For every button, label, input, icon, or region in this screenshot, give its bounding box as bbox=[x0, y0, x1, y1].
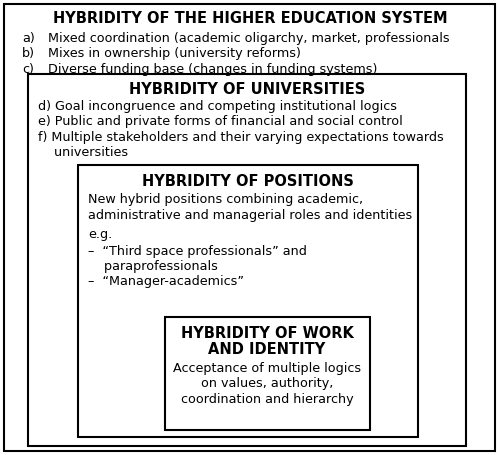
Text: a): a) bbox=[22, 32, 35, 45]
Bar bbox=[78, 165, 418, 437]
Text: e.g.: e.g. bbox=[88, 228, 112, 241]
Text: –  “Manager-academics”: – “Manager-academics” bbox=[88, 275, 244, 288]
Text: paraprofessionals: paraprofessionals bbox=[88, 260, 218, 273]
Text: c): c) bbox=[22, 63, 34, 76]
Text: e) Public and private forms of financial and social control: e) Public and private forms of financial… bbox=[38, 116, 403, 128]
Text: Acceptance of multiple logics: Acceptance of multiple logics bbox=[173, 362, 361, 375]
Text: b): b) bbox=[22, 47, 35, 61]
Text: Mixes in ownership (university reforms): Mixes in ownership (university reforms) bbox=[48, 47, 301, 61]
Text: New hybrid positions combining academic,: New hybrid positions combining academic, bbox=[88, 193, 363, 206]
Text: f) Multiple stakeholders and their varying expectations towards
    universities: f) Multiple stakeholders and their varyi… bbox=[38, 131, 444, 159]
Text: Diverse funding base (changes in funding systems): Diverse funding base (changes in funding… bbox=[48, 63, 378, 76]
Text: AND IDENTITY: AND IDENTITY bbox=[208, 342, 326, 357]
Bar bbox=[165, 317, 370, 430]
Text: administrative and managerial roles and identities: administrative and managerial roles and … bbox=[88, 208, 412, 222]
Text: coordination and hierarchy: coordination and hierarchy bbox=[180, 393, 354, 406]
Text: on values, authority,: on values, authority, bbox=[201, 378, 333, 390]
Text: Mixed coordination (academic oligarchy, market, professionals: Mixed coordination (academic oligarchy, … bbox=[48, 32, 450, 45]
Text: HYBRIDITY OF WORK: HYBRIDITY OF WORK bbox=[180, 326, 354, 341]
Text: d) Goal incongruence and competing institutional logics: d) Goal incongruence and competing insti… bbox=[38, 100, 397, 113]
Text: HYBRIDITY OF UNIVERSITIES: HYBRIDITY OF UNIVERSITIES bbox=[129, 82, 365, 97]
Text: HYBRIDITY OF POSITIONS: HYBRIDITY OF POSITIONS bbox=[142, 174, 354, 189]
Bar bbox=[28, 74, 466, 446]
Text: HYBRIDITY OF THE HIGHER EDUCATION SYSTEM: HYBRIDITY OF THE HIGHER EDUCATION SYSTEM bbox=[52, 11, 448, 26]
Text: –  “Third space professionals” and: – “Third space professionals” and bbox=[88, 244, 307, 258]
